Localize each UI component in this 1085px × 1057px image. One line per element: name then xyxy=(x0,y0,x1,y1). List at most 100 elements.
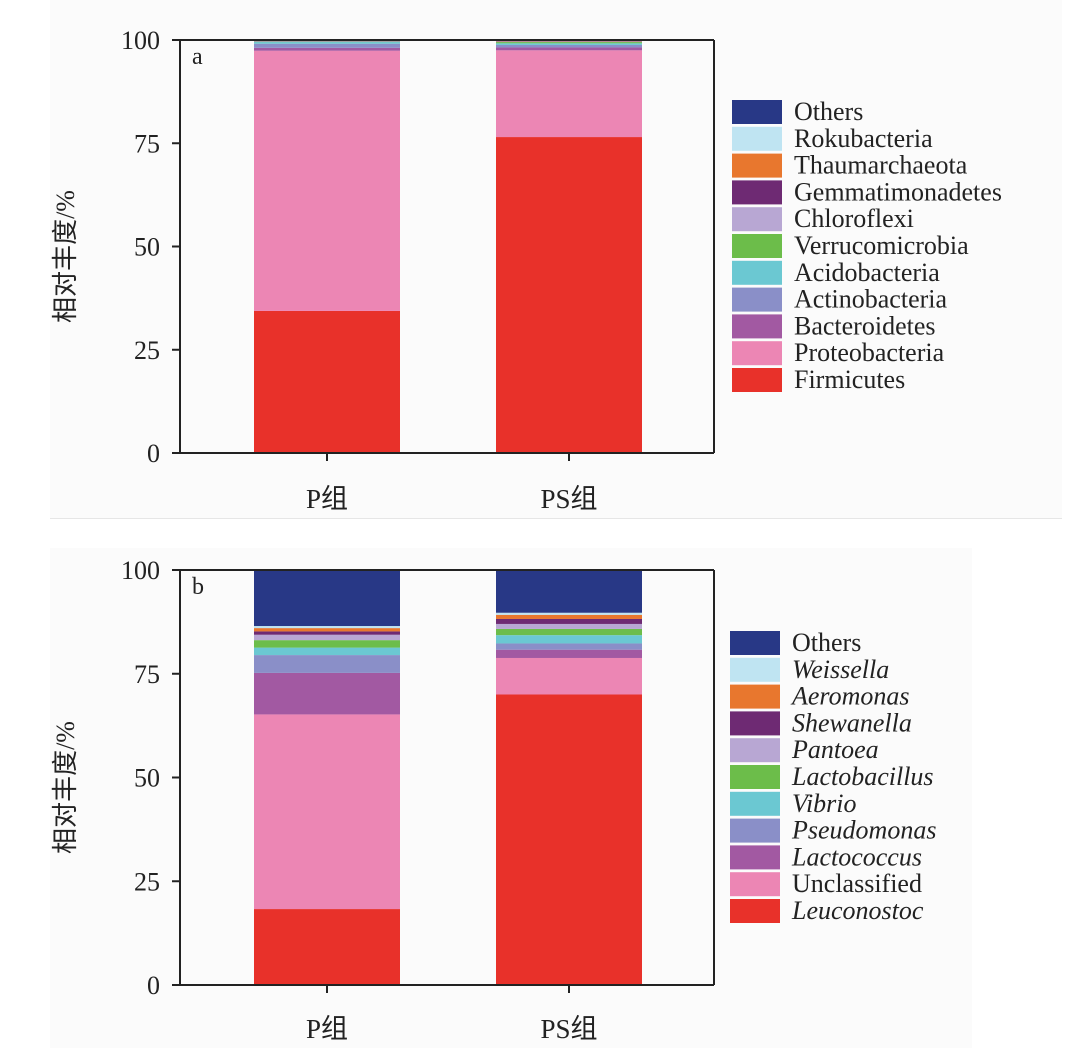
y-tick-label: 100 xyxy=(121,26,160,55)
legend-label: Aeromonas xyxy=(790,682,909,711)
legend-label: Pseudomonas xyxy=(791,816,936,845)
legend-label: Actinobacteria xyxy=(794,285,947,314)
bar-segment-bacteroidetes xyxy=(254,47,400,51)
bar-segment-lactococcus xyxy=(254,672,400,715)
bar-segment-pseudomonas xyxy=(496,643,642,650)
legend-swatch xyxy=(730,872,780,897)
y-tick-label: 75 xyxy=(134,660,160,689)
legend-label: Unclassified xyxy=(792,869,922,898)
x-category-label: PS组 xyxy=(540,484,597,514)
x-category-label: P组 xyxy=(306,1014,348,1044)
legend-swatch xyxy=(732,341,782,366)
bar-segment-actinobacteria xyxy=(254,43,400,48)
chart-b: 0 25 50 75 100 P组 PS组 相对丰度/% b OthersWeissellaAer… xyxy=(51,556,936,1044)
legend-swatch xyxy=(732,368,782,392)
bar-segment-firmicutes xyxy=(496,137,642,453)
legend-label: Gemmatimonadetes xyxy=(794,177,1002,206)
legend-swatch xyxy=(732,234,782,258)
bar-segment-others xyxy=(496,570,642,613)
legend-swatch xyxy=(730,738,780,763)
y-tick-label: 0 xyxy=(147,439,160,468)
legend-swatch xyxy=(730,684,780,709)
bar-segment-lactobacillus xyxy=(254,640,400,648)
legend-swatch xyxy=(730,765,780,789)
bar-segment-vibrio xyxy=(254,647,400,656)
legend-label: Verrucomicrobia xyxy=(794,231,969,260)
y-tick-label: 0 xyxy=(147,971,160,1000)
legend-swatch xyxy=(730,791,780,816)
bar-segment-unclassified xyxy=(254,714,400,910)
y-axis-label: 相对丰度/% xyxy=(51,190,80,323)
legend-swatch xyxy=(730,631,780,655)
y-tick-label: 25 xyxy=(134,867,160,896)
legend-swatch xyxy=(732,207,782,232)
bar-stack-ps xyxy=(496,570,642,985)
bar-segment-pantoea xyxy=(496,623,642,629)
y-tick-label: 75 xyxy=(134,129,160,158)
bar-segment-actinobacteria xyxy=(496,44,642,48)
x-category-label: PS组 xyxy=(540,1014,597,1044)
legend-swatch xyxy=(730,657,780,682)
bar-segment-others xyxy=(254,570,400,627)
x-category-label: P组 xyxy=(306,484,348,514)
legend-label: Rokubacteria xyxy=(794,124,933,153)
bar-segment-proteobacteria xyxy=(254,50,400,311)
bar-segment-aeromonas xyxy=(254,628,400,632)
bar-stack-p xyxy=(254,570,400,985)
legend-label: Leuconostoc xyxy=(791,896,924,925)
legend-label: Bacteroidetes xyxy=(794,311,936,340)
legend-swatch xyxy=(730,845,780,870)
legend-swatch xyxy=(730,711,780,736)
legend-label: Lactobacillus xyxy=(791,762,934,791)
chart-a: 0 25 50 75 100 P组 PS组 相对丰度/% a OthersRokubacteria… xyxy=(51,26,1002,514)
y-tick-label: 25 xyxy=(134,336,160,365)
bar-segment-unclassified xyxy=(496,657,642,695)
legend-label: Weissella xyxy=(792,655,889,684)
panel-b: 0 25 50 75 100 P组 PS组 相对丰度/% b Others Weissella Aer… xyxy=(50,548,972,1048)
y-tick-label: 50 xyxy=(134,764,160,793)
legend-swatch xyxy=(732,153,782,178)
bar-segment-weissella xyxy=(254,626,400,629)
y-tick-label: 50 xyxy=(134,233,160,262)
legend-label: Acidobacteria xyxy=(794,258,940,287)
bar-segment-lactobacillus xyxy=(496,628,642,636)
legend-swatch xyxy=(730,899,780,923)
bar-segment-firmicutes xyxy=(254,310,400,453)
legend-swatch xyxy=(732,100,782,124)
legend: OthersWeissellaAeromonasShewanellaPantoe… xyxy=(730,628,936,925)
legend-swatch xyxy=(732,314,782,339)
legend: OthersRokubacteriaThaumarchaeotaGemmatim… xyxy=(732,97,1002,394)
legend-label: Chloroflexi xyxy=(794,204,914,233)
bar-segment-weissella xyxy=(496,612,642,615)
bar-segment-shewanella xyxy=(254,631,400,635)
legend-swatch xyxy=(732,287,782,312)
bar-segment-verrucomicrobia xyxy=(496,42,642,44)
bar-segment-vibrio xyxy=(496,635,642,644)
bar-segment-aeromonas xyxy=(496,614,642,619)
bar-segment-shewanella xyxy=(496,618,642,624)
legend-swatch xyxy=(732,126,782,151)
legend-label: Lactococcus xyxy=(791,842,922,871)
legend-swatch xyxy=(732,260,782,285)
legend-label: Shewanella xyxy=(792,708,912,737)
panel-letter: a xyxy=(192,44,203,70)
legend-label: Pantoea xyxy=(791,735,879,764)
panel-a: 0 25 50 75 100 P组 PS组 相对丰度/% a Others Rokubacteria… xyxy=(50,0,1062,519)
bar-stack-ps xyxy=(496,40,642,453)
legend-label: Thaumarchaeota xyxy=(794,151,968,180)
y-axis-label: 相对丰度/% xyxy=(51,721,80,854)
legend-label: Others xyxy=(792,628,861,657)
bar-segment-proteobacteria xyxy=(496,50,642,138)
legend-swatch xyxy=(730,818,780,843)
bar-segment-acidobacteria xyxy=(254,42,400,44)
panel-letter: b xyxy=(192,574,204,600)
bar-segment-pantoea xyxy=(254,634,400,641)
legend-swatch xyxy=(732,180,782,205)
bar-segment-lactococcus xyxy=(496,649,642,658)
bar-segment-leuconostoc xyxy=(254,909,400,985)
bar-segment-pseudomonas xyxy=(254,655,400,673)
legend-label: Vibrio xyxy=(792,789,857,818)
legend-label: Firmicutes xyxy=(794,365,905,394)
bar-segment-acidobacteria xyxy=(496,43,642,45)
legend-label: Proteobacteria xyxy=(794,338,945,367)
